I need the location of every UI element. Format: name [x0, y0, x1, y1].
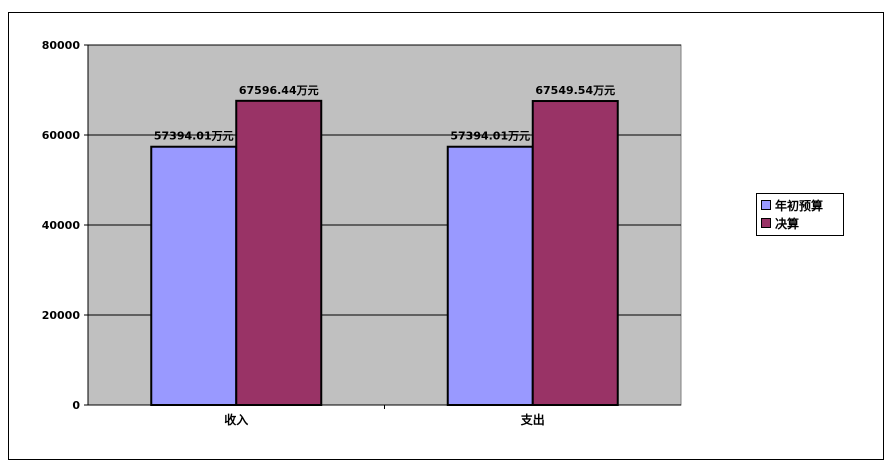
data-label: 57394.01万元 [154, 130, 234, 143]
x-category-label: 支出 [520, 412, 545, 427]
x-category-label: 收入 [224, 412, 248, 427]
legend-item-final: 决算 [761, 214, 839, 232]
legend-swatch-final [761, 218, 771, 228]
data-label: 67596.44万元 [239, 84, 319, 97]
y-tick-label: 60000 [42, 129, 81, 142]
y-tick-label: 40000 [42, 219, 81, 232]
y-tick-label: 0 [72, 399, 80, 412]
bar-final-1 [531, 100, 619, 406]
y-tick-label: 20000 [42, 309, 81, 322]
legend-swatch-budget [761, 200, 771, 210]
legend-item-budget: 年初预算 [761, 196, 839, 214]
legend-label-final: 决算 [775, 216, 800, 231]
data-label: 57394.01万元 [450, 130, 530, 143]
bar-final-0 [235, 99, 323, 407]
data-label: 67549.54万元 [535, 84, 615, 97]
legend: 年初预算 决算 [756, 193, 844, 236]
y-tick-label: 80000 [42, 39, 81, 52]
legend-label-budget: 年初预算 [775, 198, 824, 213]
bar-budget-1 [446, 145, 534, 406]
bar-budget-0 [150, 145, 238, 406]
